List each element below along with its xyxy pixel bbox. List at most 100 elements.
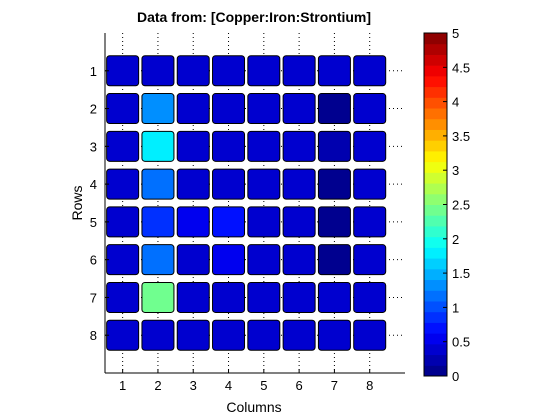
heatmap-cell xyxy=(176,281,210,313)
heatmap-cell xyxy=(353,93,387,125)
y-tick-label: 4 xyxy=(90,177,97,192)
heatmap-cell xyxy=(106,281,140,313)
colorbar-segment xyxy=(424,365,447,377)
x-tick-label: 4 xyxy=(225,378,232,393)
heatmap-cell xyxy=(141,55,175,87)
colorbar-segment xyxy=(424,108,447,120)
colorbar-tick-label: 1.5 xyxy=(452,266,470,281)
heatmap-cell xyxy=(247,206,281,238)
heatmap-cell xyxy=(141,130,175,162)
colorbar-segment xyxy=(424,333,447,345)
colorbar-segment xyxy=(424,161,447,173)
heatmap-cell xyxy=(353,281,387,313)
colorbar-segment xyxy=(424,247,447,259)
heatmap-cell xyxy=(317,55,351,87)
heatmap-cell xyxy=(106,206,140,238)
y-axis-label: Rows xyxy=(69,185,85,220)
colorbar-segment xyxy=(424,204,447,216)
colorbar-segment xyxy=(424,343,447,356)
heatmap-cell xyxy=(212,55,246,87)
colorbar-segment xyxy=(424,183,447,195)
heatmap-cell xyxy=(141,244,175,276)
x-tick-label: 3 xyxy=(190,378,197,393)
colorbar-segment xyxy=(424,86,447,98)
colorbar-segment xyxy=(424,129,447,141)
colorbar-tick-label: 2 xyxy=(452,232,459,247)
colorbar-tick-label: 3.5 xyxy=(452,129,470,144)
colorbar-segment xyxy=(424,140,447,152)
colorbar-segment xyxy=(424,311,447,323)
heatmap-cell xyxy=(282,55,316,87)
colorbar-tick-label: 2.5 xyxy=(452,198,470,213)
heatmap-cell xyxy=(106,55,140,87)
x-axis-label: Columns xyxy=(226,399,281,415)
heatmap-cell xyxy=(353,55,387,87)
colorbar-segment xyxy=(424,75,447,88)
heatmap-cell xyxy=(176,244,210,276)
heatmap-cell xyxy=(212,130,246,162)
colorbar-segment xyxy=(424,215,447,227)
colorbar-tick-label: 5 xyxy=(452,26,459,41)
colorbar-segment xyxy=(424,150,447,163)
colorbar-segment xyxy=(424,354,447,366)
heatmap-cell xyxy=(317,93,351,125)
heatmap-cell xyxy=(282,244,316,276)
colorbar-segment xyxy=(424,290,447,302)
colorbar-segment xyxy=(424,54,447,66)
heatmap-cell xyxy=(247,281,281,313)
heatmap-cell xyxy=(212,281,246,313)
heatmap-cell xyxy=(176,93,210,125)
heatmap-cell xyxy=(247,168,281,200)
colorbar: 0 0.5 1 1.5 2 2.5 3 3.5 4 4.5 5 xyxy=(423,26,470,384)
heatmap-cell xyxy=(176,130,210,162)
x-tick-label: 6 xyxy=(296,378,303,393)
colorbar-segment xyxy=(424,118,447,130)
heatmap-cell xyxy=(282,130,316,162)
chart-title: Data from: [Copper:Iron:Strontium] xyxy=(137,9,371,25)
colorbar-tick-label: 0.5 xyxy=(452,335,470,350)
colorbar-tick-label: 4 xyxy=(452,95,459,110)
colorbar-tick-label: 0 xyxy=(452,369,459,384)
colorbar-segment xyxy=(424,65,447,77)
heatmap-cell xyxy=(212,244,246,276)
heatmap-cell xyxy=(317,130,351,162)
heatmap-cell xyxy=(176,168,210,200)
heatmap-cell xyxy=(353,244,387,276)
y-tick-label: 3 xyxy=(90,139,97,154)
colorbar-segment xyxy=(424,43,447,55)
heatmap-cell xyxy=(176,206,210,238)
heatmap-cell xyxy=(247,319,281,351)
colorbar-segment xyxy=(424,225,447,238)
colorbar-segment xyxy=(424,268,447,281)
colorbar-segment xyxy=(424,300,447,313)
heatmap-cell xyxy=(282,281,316,313)
heatmap-cell xyxy=(282,93,316,125)
x-tick-label: 2 xyxy=(154,378,161,393)
heatmap-cell xyxy=(317,281,351,313)
x-tick-label: 5 xyxy=(260,378,267,393)
colorbar-segment xyxy=(424,322,447,334)
heatmap-cell xyxy=(106,130,140,162)
colorbar-tick-label: 4.5 xyxy=(452,60,470,75)
heatmap-cell xyxy=(282,206,316,238)
y-tick-label: 2 xyxy=(90,102,97,117)
colorbar-tick-label: 3 xyxy=(452,163,459,178)
heatmap-cell xyxy=(141,281,175,313)
heatmap-cell xyxy=(106,168,140,200)
heatmap-cell xyxy=(176,319,210,351)
heatmap-cell xyxy=(247,244,281,276)
heatmap-cell xyxy=(106,244,140,276)
y-tick-label: 1 xyxy=(90,64,97,79)
heatmap-cell xyxy=(247,93,281,125)
heatmap-cell xyxy=(353,206,387,238)
heatmap-cell xyxy=(353,130,387,162)
y-tick-label: 6 xyxy=(90,253,97,268)
heatmap-cell xyxy=(106,319,140,351)
heatmap-cell xyxy=(247,55,281,87)
heatmap-cell xyxy=(141,168,175,200)
heatmap-cell xyxy=(317,319,351,351)
heatmap-cell xyxy=(212,319,246,351)
heatmap-cell xyxy=(212,206,246,238)
x-tick-label: 1 xyxy=(119,378,126,393)
